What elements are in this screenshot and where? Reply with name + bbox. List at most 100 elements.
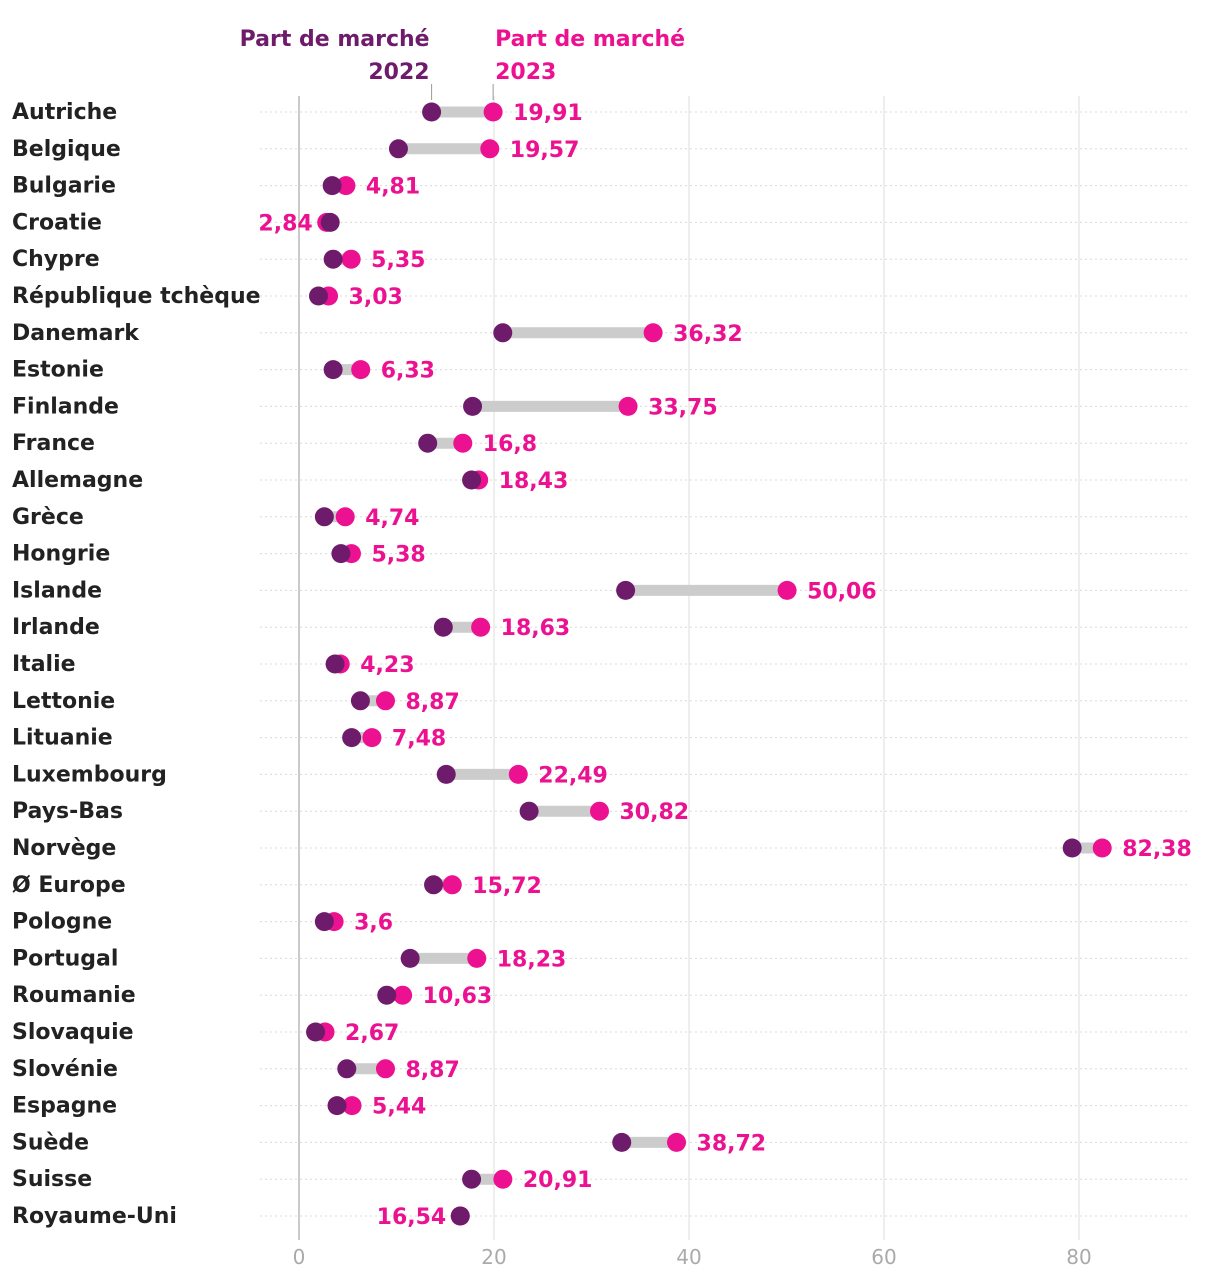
category-label: Italie (12, 652, 76, 677)
dot-2022 (436, 764, 456, 784)
dot-2022 (616, 580, 636, 600)
legend: Part de marché 2022 Part de marché 2023 (240, 27, 685, 100)
x-tick-label: 80 (1066, 1245, 1091, 1269)
category-label: Estonie (12, 358, 104, 383)
dot-2022 (306, 1022, 326, 1042)
value-label-2023: 8,87 (405, 1058, 459, 1083)
dot-2022 (1062, 838, 1082, 858)
dot-2022 (337, 1059, 357, 1079)
value-label-2023: 38,72 (697, 1131, 767, 1156)
category-label: Royaume-Uni (12, 1204, 177, 1229)
dot-2023 (341, 249, 361, 269)
dot-2023 (335, 507, 355, 527)
dot-2022 (377, 985, 397, 1005)
category-label: Roumanie (12, 983, 136, 1008)
rows-layer: Autriche 19,91 Belgique 19,57 Bulgarie 4,81 Cr… (12, 100, 1192, 1230)
dot-2023 (1092, 838, 1112, 858)
dot-2023 (362, 728, 382, 748)
legend-2023-line1: Part de marché (495, 27, 685, 52)
legend-2022-line2: 2022 (368, 60, 429, 85)
value-label-2023: 15,72 (472, 874, 542, 899)
dot-2022 (342, 728, 362, 748)
dot-2022 (331, 544, 351, 564)
dot-2023 (480, 139, 500, 159)
dot-2023 (471, 617, 491, 637)
category-label: Allemagne (12, 468, 143, 493)
category-label: Danemark (12, 321, 140, 346)
value-label-2023: 8,87 (405, 690, 459, 715)
dot-2022 (322, 176, 342, 196)
x-tick-label: 20 (481, 1245, 506, 1269)
category-label: Suède (12, 1130, 89, 1155)
value-label-2023: 33,75 (648, 395, 718, 420)
dot-2022 (400, 948, 420, 968)
value-label-2023: 36,32 (673, 322, 743, 347)
category-label: Chypre (12, 247, 100, 272)
category-label: Slovaquie (12, 1020, 134, 1045)
dot-2022 (418, 433, 438, 453)
category-label: Ø Europe (12, 873, 126, 898)
dot-2022 (493, 323, 513, 343)
value-label-2023: 18,23 (497, 947, 567, 972)
value-label-2023: 5,44 (372, 1095, 426, 1120)
dot-2023 (393, 985, 413, 1005)
dot-2023 (777, 580, 797, 600)
dot-2022 (309, 286, 328, 306)
category-label: Pologne (12, 910, 112, 935)
dot-2023 (375, 691, 395, 711)
dot-2022 (314, 507, 334, 527)
dot-2022 (463, 396, 483, 416)
category-label: Finlande (12, 394, 119, 419)
value-label-2023: 82,38 (1122, 837, 1192, 862)
x-axis-ticks: 0 20 40 60 80 (293, 1245, 1092, 1269)
dot-2022 (327, 1096, 347, 1116)
dot-2022 (320, 212, 340, 232)
category-label: République tchèque (12, 284, 261, 309)
value-label-2023: 2,67 (345, 1021, 399, 1046)
value-label-2023: 16,54 (377, 1205, 447, 1230)
value-label-2023: 18,63 (501, 616, 571, 641)
category-label: Irlande (12, 615, 100, 640)
legend-2022-line1: Part de marché (240, 27, 430, 52)
category-label: Croatie (12, 210, 102, 235)
value-label-2023: 30,82 (619, 800, 689, 825)
dot-2023 (643, 323, 663, 343)
dot-2022 (350, 691, 370, 711)
category-label: Lettonie (12, 689, 115, 714)
dot-2023 (342, 1096, 362, 1116)
dot-2023 (375, 1059, 395, 1079)
category-label: Norvège (12, 836, 116, 861)
dot-2022 (462, 470, 482, 490)
category-label: Bulgarie (12, 174, 116, 199)
dot-2023 (467, 948, 487, 968)
category-label: Slovénie (12, 1057, 118, 1082)
category-label: Pays-Bas (12, 799, 123, 824)
dot-2023 (351, 360, 371, 380)
category-label: Grèce (12, 505, 84, 530)
category-label: Portugal (12, 946, 118, 971)
dot-2022 (424, 875, 444, 895)
value-label-2023: 6,33 (381, 359, 435, 384)
dot-2022 (314, 912, 334, 932)
dot-2022 (323, 249, 343, 269)
dot-2022 (422, 102, 442, 122)
category-label: Lituanie (12, 726, 113, 751)
dot-2023 (589, 801, 609, 821)
category-label: Suisse (12, 1167, 92, 1192)
value-label-2023: 16,8 (483, 432, 537, 457)
category-label: Espagne (12, 1094, 117, 1119)
dot-2022 (450, 1206, 470, 1226)
value-label-2023: 5,38 (371, 543, 425, 568)
dot-2022 (323, 360, 343, 380)
dot-2022 (325, 654, 345, 674)
value-label-2023: 2,84 (258, 211, 312, 236)
value-label-2023: 4,23 (360, 653, 414, 678)
dot-2023 (483, 102, 503, 122)
value-label-2023: 4,74 (365, 506, 419, 531)
value-label-2023: 3,03 (349, 285, 403, 310)
dot-2023 (618, 396, 638, 416)
value-label-2023: 10,63 (423, 984, 493, 1009)
dot-2023 (508, 764, 528, 784)
